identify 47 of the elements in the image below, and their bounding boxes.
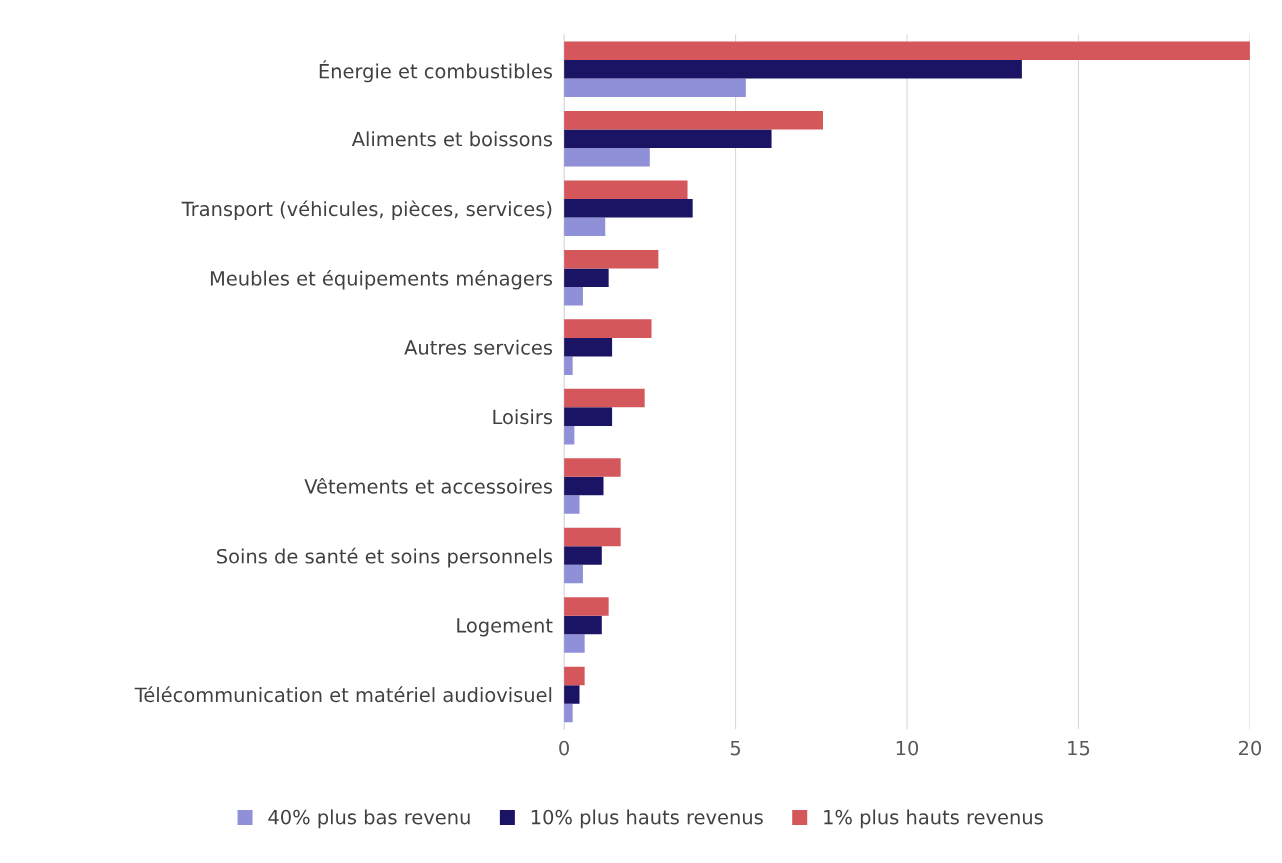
bar	[564, 495, 580, 514]
bar	[564, 476, 604, 496]
bar	[564, 180, 688, 199]
bar	[564, 319, 652, 338]
x-tick-label: 0	[559, 740, 569, 756]
bar	[564, 458, 621, 477]
y-tick-label: Autres services	[404, 339, 553, 355]
bar	[564, 268, 609, 287]
x-tick-label: 10	[896, 740, 919, 756]
bar	[564, 41, 1250, 60]
bar	[564, 527, 621, 547]
bar	[564, 217, 606, 236]
bar	[564, 564, 583, 584]
bar	[564, 685, 580, 704]
y-tick-label: Loisirs	[493, 409, 553, 425]
bar	[564, 407, 613, 426]
bar	[564, 546, 602, 565]
y-tick-label: Meubles et équipements ménagers	[210, 269, 553, 290]
x-tick-label: 15	[1068, 740, 1090, 756]
bar	[564, 59, 1022, 79]
bar	[564, 703, 573, 723]
y-tick-label: Vêtements et accessoires	[304, 477, 553, 494]
legend-label: 40% plus bas revenu	[268, 809, 470, 829]
y-tick-label: Télécommunication et matériel audiovisuel	[134, 686, 552, 703]
bar	[564, 337, 613, 357]
bar	[564, 286, 583, 306]
bar	[564, 615, 602, 635]
bar	[564, 356, 573, 375]
y-tick-label: Soins de santé et soins personnels	[217, 547, 553, 568]
bar	[564, 129, 772, 148]
bar	[564, 78, 746, 98]
bar	[564, 634, 585, 653]
legend-label: 10% plus hauts revenus	[531, 809, 763, 829]
bar	[564, 666, 585, 686]
bar	[564, 198, 693, 218]
y-tick-label: Énergie et combustibles	[319, 60, 553, 83]
x-tick-label: 20	[1239, 740, 1262, 756]
y-tick-label: Transport (véhicules, pièces, services)	[181, 200, 552, 221]
x-tick-label: 5	[730, 740, 741, 756]
y-tick-label: Logement	[457, 618, 553, 637]
bar	[564, 388, 645, 408]
y-tick-label: Aliments et boissons	[351, 131, 553, 147]
bar	[564, 249, 659, 269]
bar	[564, 147, 650, 167]
legend-label: 1% plus hauts revenus	[824, 809, 1043, 829]
bar	[564, 597, 609, 616]
bar	[564, 110, 823, 130]
